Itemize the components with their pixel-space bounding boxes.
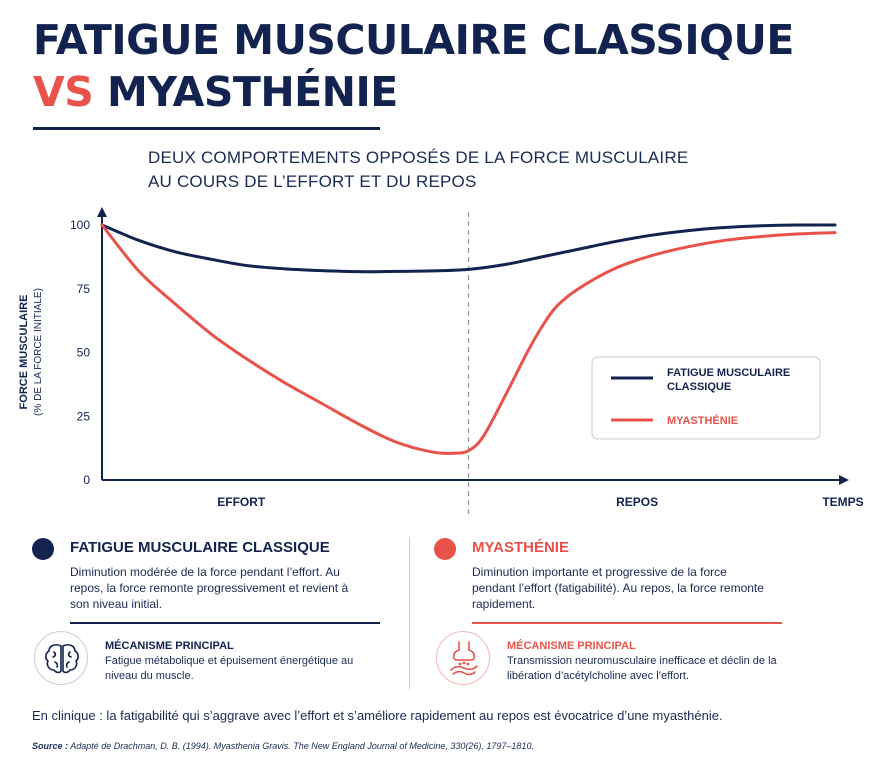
panel-divider (409, 537, 410, 689)
phase-label-repos: REPOS (616, 495, 658, 509)
y-tick-label: 100 (70, 218, 90, 232)
title-vs: VS (33, 68, 94, 116)
force-chart: 0 25 50 75 100 FORCE MUSCULAIRE (% DE LA FORCE… (18, 207, 864, 515)
title-underline (33, 127, 380, 130)
classic-mechanism-title: MÉCANISME PRINCIPAL (105, 640, 234, 652)
myasthenia-panel-rule (472, 622, 782, 624)
page-title: FATIGUE MUSCULAIRE CLASSIQUE VS MYASTHÉN… (33, 14, 794, 118)
classic-panel-rule (70, 622, 380, 624)
legend-label-classic-2: CLASSIQUE (667, 381, 731, 393)
brain-icon (34, 631, 88, 685)
myasthenia-mechanism-text: Transmission neuromusculaire inefficace … (507, 655, 777, 682)
title-myasthenia: MYASTHÉNIE (107, 68, 398, 116)
classic-mechanism-text: Fatigue métabolique et épuisement énergé… (105, 655, 354, 682)
y-axis-arrow (97, 207, 107, 217)
series-line-classic (100, 223, 837, 274)
myasthenia-panel-text: Diminution importante et progressive de … (472, 565, 764, 611)
y-axis-sublabel: (% DE LA FORCE INITIALE) (33, 288, 44, 416)
y-axis-label: FORCE MUSCULAIRE (18, 295, 30, 410)
legend-label-myasthenia: MYASTHÉNIE (667, 414, 738, 427)
classic-panel-text: Diminution modérée de la force pendant l… (70, 565, 349, 611)
x-axis-label: TEMPS (822, 495, 863, 509)
title-line-1: FATIGUE MUSCULAIRE CLASSIQUE (33, 16, 794, 64)
myasthenia-mechanism-title: MÉCANISME PRINCIPAL (507, 640, 636, 652)
y-tick-label: 50 (77, 346, 91, 360)
myasthenia-dot-icon (434, 538, 456, 560)
source-label: Source : (32, 741, 69, 751)
classic-panel-title: FATIGUE MUSCULAIRE CLASSIQUE (70, 539, 330, 556)
y-tick-label: 0 (83, 473, 90, 487)
source-citation: Source : Adapté de Drachman, D. B. (1994… (32, 741, 534, 751)
y-tick-label: 25 (77, 409, 91, 423)
y-tick-label: 75 (77, 282, 91, 296)
clinical-note: En clinique : la fatigabilité qui s’aggr… (32, 708, 723, 723)
chart-subtitle: DEUX COMPORTEMENTS OPPOSÉS DE LA FORCE M… (148, 146, 688, 194)
subtitle-line-2: AU COURS DE L’EFFORT ET DU REPOS (148, 172, 477, 191)
subtitle-line-1: DEUX COMPORTEMENTS OPPOSÉS DE LA FORCE M… (148, 148, 689, 167)
title-line-2: VS MYASTHÉNIE (33, 66, 794, 118)
legend-label-classic-1: FATIGUE MUSCULAIRE (667, 367, 790, 379)
source-text: Adapté de Drachman, D. B. (1994). Myasth… (70, 741, 534, 751)
x-axis-arrow (839, 475, 849, 485)
myasthenia-panel-title: MYASTHÉNIE (472, 539, 569, 556)
series-line-myasthenia (100, 223, 837, 455)
phase-label-effort: EFFORT (217, 495, 266, 509)
synapse-icon (436, 631, 490, 685)
classic-dot-icon (32, 538, 54, 560)
